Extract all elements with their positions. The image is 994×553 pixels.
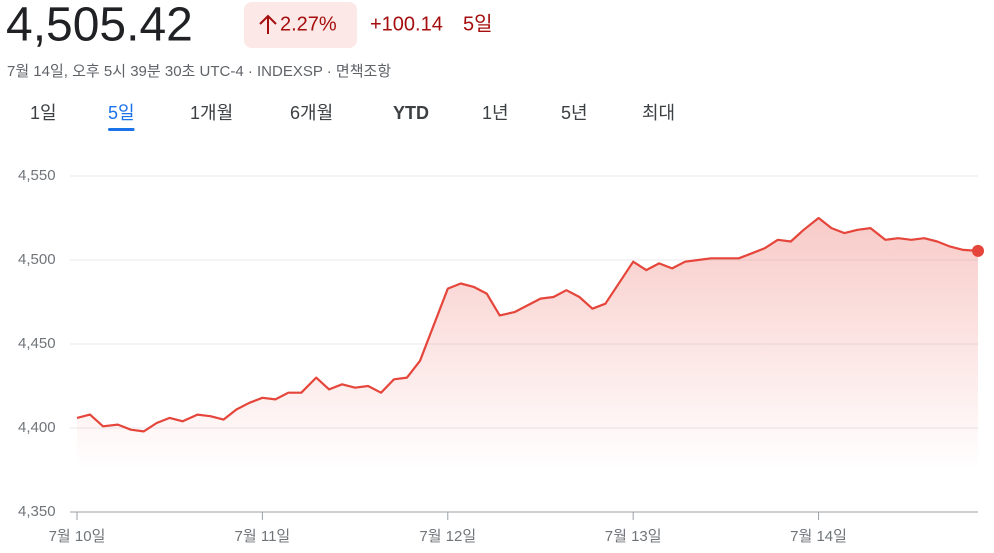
tab[interactable]: 5일 — [108, 103, 135, 123]
price: 4,505.42 — [6, 0, 193, 52]
tab[interactable]: 1개월 — [190, 103, 233, 123]
period: 5일 — [463, 12, 493, 35]
tab[interactable]: 최대 — [642, 103, 675, 123]
area — [77, 218, 978, 470]
plot: 4,350 4,400 4,450 4,500 4,550 7월 10일 7월 11일 7월 … — [18, 167, 984, 545]
tab[interactable]: YTD — [393, 103, 429, 123]
x-tick-label: 7월 11일 — [235, 528, 291, 545]
tab[interactable]: 6개월 — [290, 103, 333, 123]
tab[interactable]: 5년 — [561, 103, 588, 123]
y-tick-label: 4,350 — [18, 503, 56, 520]
y-tick-label: 4,500 — [18, 251, 56, 268]
y-tick-label: 4,550 — [18, 167, 56, 184]
x-tick-label: 7월 13일 — [605, 528, 662, 545]
change-badge — [244, 2, 357, 48]
y-tick-label: 4,450 — [18, 335, 56, 352]
change: +100.14 — [370, 13, 443, 35]
x-tick-label: 7월 12일 — [419, 528, 476, 545]
last-point — [972, 244, 984, 257]
x-tick-label: 7월 14일 — [790, 528, 847, 545]
line — [76, 216, 979, 433]
change-percent: 2.27% — [280, 13, 337, 35]
tab-underline — [108, 128, 135, 131]
tab[interactable]: 1일 — [30, 103, 57, 123]
tab[interactable]: 1년 — [482, 103, 509, 123]
up-arrow — [259, 14, 277, 34]
y-tick-label: 4,400 — [18, 419, 56, 436]
subtitle: 7월 14일, 오후 5시 39분 30초 UTC-4 · INDEXSP · … — [7, 63, 391, 80]
tabs: 1일 5일 1개월 6개월 YTD 1년 5년 최대 — [30, 103, 675, 131]
x-tick-label: 7월 10일 — [49, 528, 106, 545]
